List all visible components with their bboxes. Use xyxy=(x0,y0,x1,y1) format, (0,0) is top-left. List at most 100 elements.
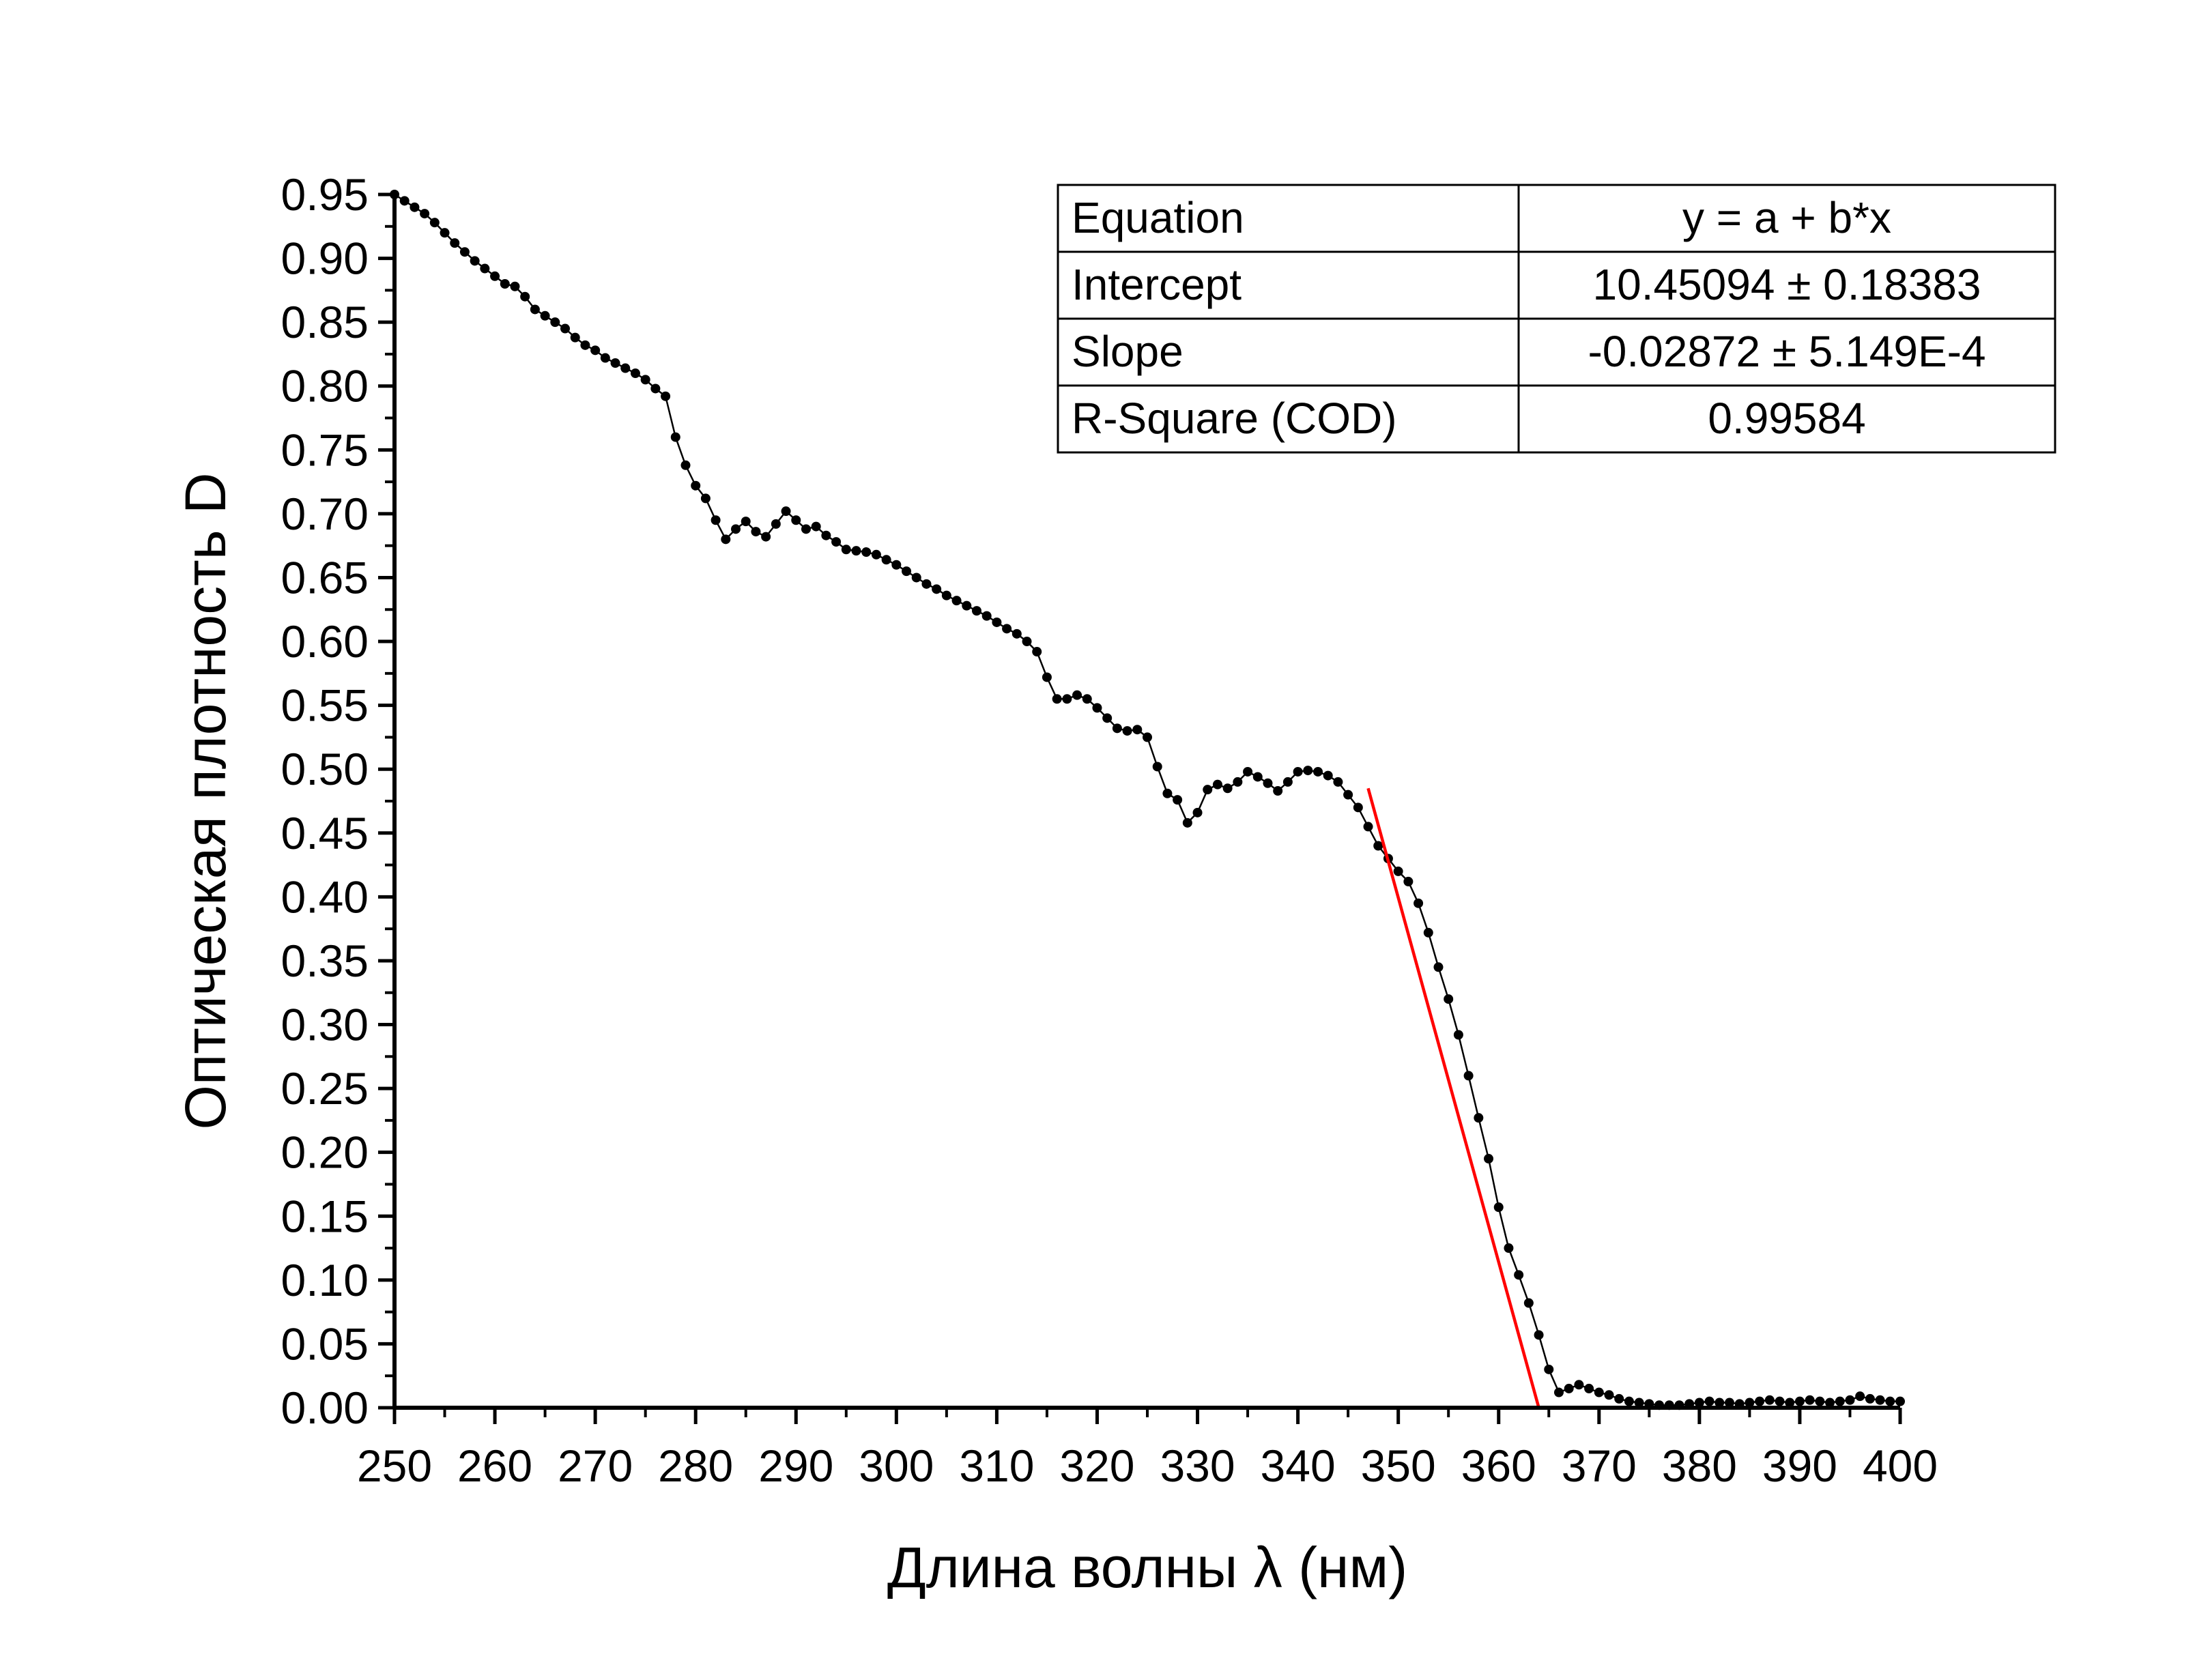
fit-table-label-cell xyxy=(1057,317,1520,387)
data-point xyxy=(791,515,801,525)
fit-table-label-cell xyxy=(1057,384,1520,454)
data-point xyxy=(1755,1396,1765,1406)
data-point xyxy=(661,391,671,401)
data-point xyxy=(1132,725,1143,735)
y-tick-label: 0.10 xyxy=(281,1255,369,1305)
data-point xyxy=(1865,1393,1875,1404)
x-tick-label: 300 xyxy=(859,1440,934,1491)
data-point xyxy=(1534,1330,1544,1340)
data-point xyxy=(1162,788,1173,798)
data-point xyxy=(871,549,881,560)
data-point xyxy=(1203,785,1213,795)
data-point xyxy=(1584,1383,1594,1393)
x-tick-label: 250 xyxy=(357,1440,432,1491)
x-tick-label: 330 xyxy=(1160,1440,1235,1491)
data-point xyxy=(700,493,711,504)
data-point xyxy=(902,566,912,577)
data-point xyxy=(1042,672,1052,682)
data-point xyxy=(1102,713,1113,723)
data-point xyxy=(941,590,951,600)
data-point xyxy=(1092,703,1102,713)
data-point xyxy=(1724,1397,1734,1408)
fit-table-label: R-Square (COD) xyxy=(1072,394,1397,443)
fit-table-label: Equation xyxy=(1072,193,1244,242)
data-point xyxy=(1273,786,1283,796)
y-tick-label: 0.30 xyxy=(281,1000,369,1050)
data-point xyxy=(1634,1397,1644,1408)
x-tick-label: 370 xyxy=(1562,1440,1637,1491)
data-point xyxy=(741,517,751,527)
data-point xyxy=(1423,927,1433,938)
data-point xyxy=(971,606,981,616)
data-point xyxy=(1192,807,1203,817)
data-point xyxy=(1112,723,1122,734)
data-point xyxy=(1282,777,1293,787)
data-point xyxy=(921,579,932,589)
data-point xyxy=(480,263,490,274)
data-point xyxy=(1484,1154,1494,1164)
data-point xyxy=(771,519,781,529)
x-axis-tick-labels: 250 260 270 280 290 300 310 320 330 340 350 360 370 3… xyxy=(357,1440,1938,1491)
data-point xyxy=(1122,726,1132,736)
x-tick-label: 340 xyxy=(1261,1440,1336,1491)
data-point xyxy=(1152,762,1162,772)
data-point xyxy=(1252,772,1263,782)
y-tick-label: 0.90 xyxy=(281,233,369,284)
data-point xyxy=(560,323,571,334)
data-point xyxy=(951,596,962,606)
data-point xyxy=(1444,994,1454,1004)
data-point xyxy=(1463,1071,1474,1081)
y-tick-label: 0.65 xyxy=(281,552,369,603)
data-point xyxy=(1885,1396,1895,1406)
data-point xyxy=(811,521,821,532)
data-point xyxy=(420,209,430,219)
data-point xyxy=(831,537,842,547)
data-point xyxy=(981,611,992,621)
data-point xyxy=(1815,1396,1825,1406)
data-point xyxy=(1504,1243,1514,1254)
data-point xyxy=(1233,777,1243,787)
y-tick-label: 0.60 xyxy=(281,616,369,667)
data-point xyxy=(470,256,480,266)
data-point xyxy=(711,515,721,525)
data-point xyxy=(1173,795,1183,805)
x-tick-label: 290 xyxy=(758,1440,833,1491)
data-point xyxy=(410,202,420,212)
data-point xyxy=(781,506,791,517)
data-point xyxy=(841,545,851,555)
data-point xyxy=(1373,841,1383,851)
y-tick-label: 0.95 xyxy=(281,169,369,220)
data-point xyxy=(1453,1030,1463,1040)
data-point xyxy=(600,353,610,363)
data-point xyxy=(1222,783,1233,794)
data-point xyxy=(1715,1397,1725,1408)
data-point xyxy=(1514,1270,1524,1280)
data-series xyxy=(390,190,1905,1410)
data-point xyxy=(1062,694,1072,704)
data-point xyxy=(1022,637,1032,647)
data-point xyxy=(1493,1202,1504,1213)
x-tick-label: 270 xyxy=(558,1440,633,1491)
x-tick-label: 260 xyxy=(457,1440,532,1491)
data-point xyxy=(861,547,872,557)
data-point xyxy=(1704,1396,1715,1406)
y-tick-label: 0.40 xyxy=(281,871,369,922)
data-point xyxy=(1574,1380,1584,1390)
data-point xyxy=(891,560,902,570)
data-point xyxy=(500,279,510,289)
data-point xyxy=(1323,770,1333,781)
x-tick-label: 280 xyxy=(658,1440,733,1491)
fit-table-value: -0.02872 ± 5.149E-4 xyxy=(1588,327,1985,376)
data-point xyxy=(1002,624,1012,634)
data-point xyxy=(1624,1396,1634,1406)
data-point xyxy=(1895,1396,1905,1406)
data-point xyxy=(1343,790,1353,800)
data-point xyxy=(1835,1396,1845,1406)
data-point xyxy=(1012,628,1022,639)
data-point xyxy=(1875,1395,1885,1405)
data-point xyxy=(1243,766,1253,777)
fit-table-label-cell xyxy=(1057,250,1520,320)
x-tick-label: 350 xyxy=(1361,1440,1436,1491)
y-tick-label: 0.75 xyxy=(281,424,369,475)
data-point xyxy=(680,460,691,470)
